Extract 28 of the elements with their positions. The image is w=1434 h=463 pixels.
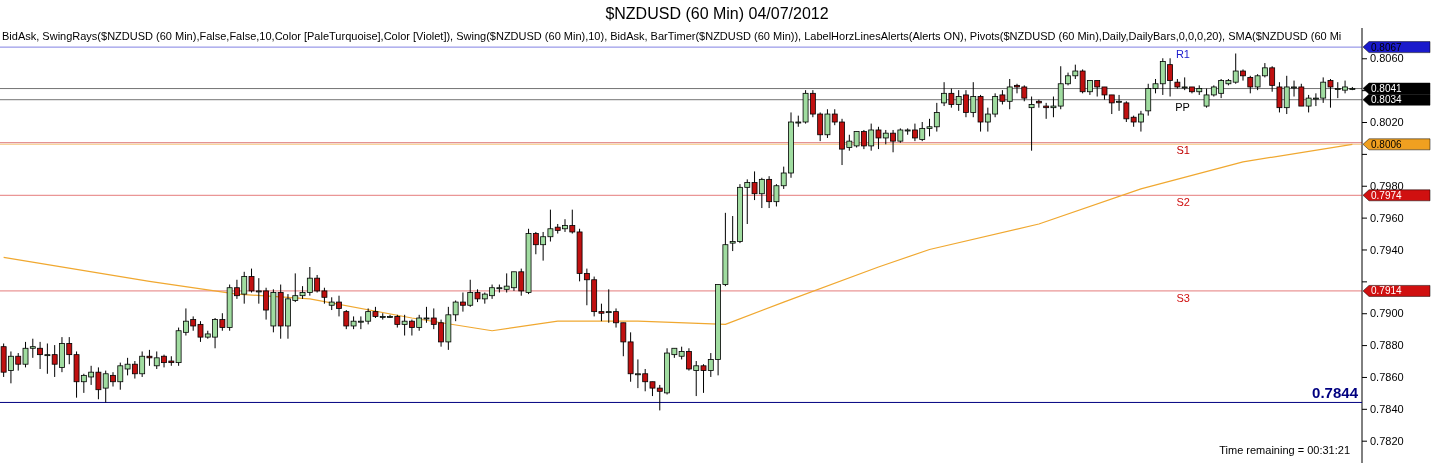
y-tick-label: 0.7860 [1370,370,1404,383]
candlestick [1028,96,1035,152]
y-tick-label: 0.7980 [1370,179,1404,192]
annotation: S2 [1176,196,1190,209]
y-tick-label: 0.7900 [1370,307,1404,320]
ref-line-label: 0.8006 [1371,138,1403,150]
annotation: Time remaining = 00:31:21 [1219,444,1350,456]
line-series [3,143,1353,332]
ref-line-label: 0.8034 [1371,94,1403,106]
y-tick-label: 0.7820 [1370,434,1404,447]
chart-title: $NZDUSD (60 Min) 04/07/2012 [605,5,829,22]
annotation: PP [1175,100,1190,113]
y-tick-label: 0.7840 [1370,402,1404,415]
annotation: S3 [1176,291,1190,304]
ref-line-label: 0.7974 [1371,189,1403,201]
y-tick-label: 0.7960 [1370,211,1404,224]
y-tick-label: 0.7940 [1370,243,1404,256]
annotation: S1 [1176,143,1190,156]
candlestick [1035,99,1042,109]
y-tick-label: 0.8060 [1370,52,1404,65]
chart-subtitle: BidAsk, SwingRays($NZDUSD (60 Min),False,False,10,Color [PaleTurquoise],Color [Violet]), Swing($NZDUSD (60 Min),10), BidAsk, BarTimer($NZDUSD (60 Min)), LabelHorzLinesAlerts(Alerts ON), Pivots($NZDUSD (60 Min),Daily,DailyBars,0,0,0,20), SMA($NZDUSD (60 Mi [2,30,1342,42]
annotation: R1 [1175,48,1190,61]
y-tick-label: 0.8020 [1370,116,1404,129]
ref-line-label: 0.8041 [1371,83,1403,95]
ref-line-label: 0.7914 [1371,285,1403,297]
ref-line-label: 0.8067 [1371,41,1403,53]
y-tick-label: 0.7880 [1370,339,1404,352]
ref-line-label: 0.7844 [1312,384,1359,402]
